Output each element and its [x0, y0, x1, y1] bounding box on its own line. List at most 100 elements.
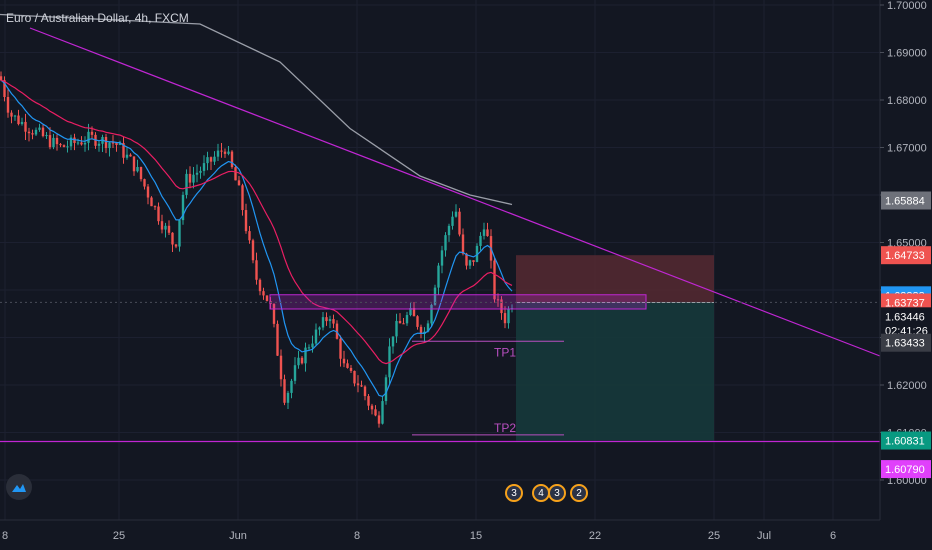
y-tick-label: 1.67000 — [887, 143, 927, 155]
tradingview-logo-icon[interactable] — [6, 474, 32, 500]
candle-body — [251, 240, 255, 261]
price-tag-label: 1.60831 — [885, 436, 925, 448]
candle-body — [0, 76, 3, 81]
candle-body — [374, 409, 377, 416]
y-tick-label: 1.68000 — [887, 95, 927, 107]
candle-body — [223, 151, 227, 154]
candle-body — [314, 329, 318, 344]
candle-body — [237, 180, 241, 186]
candle-body — [45, 135, 48, 137]
risk-reward-zones — [516, 255, 714, 441]
candle-body — [90, 131, 94, 135]
x-tick-label: 22 — [589, 530, 601, 542]
price-axis-bg — [880, 0, 932, 550]
candle-body — [265, 295, 269, 301]
price-tag-label: 1.63433 — [885, 338, 925, 350]
candle-body — [181, 194, 185, 221]
candle-body — [136, 167, 139, 172]
candle-body — [325, 317, 328, 322]
candle-body — [482, 229, 486, 236]
candle-body — [496, 299, 500, 301]
x-tick-label: 8 — [2, 530, 8, 542]
candle-body — [500, 299, 503, 314]
candle-body — [80, 142, 83, 145]
candle-body — [178, 220, 181, 247]
candle-body — [195, 172, 199, 175]
price-tag[interactable] — [881, 431, 931, 450]
y-tick-label: 1.70000 — [887, 0, 927, 12]
candle-body — [279, 355, 283, 380]
price-axis[interactable]: 1.700001.690001.680001.670001.660001.650… — [879, 0, 932, 550]
candle-body — [104, 136, 108, 149]
candle-body — [17, 115, 20, 125]
candle-body — [118, 143, 122, 145]
candle-body — [262, 291, 265, 296]
candle-body — [398, 320, 402, 324]
candle-body — [444, 235, 447, 251]
candle-body — [76, 142, 80, 144]
candle-body — [412, 307, 416, 317]
event-marker[interactable]: 3 — [505, 484, 523, 502]
candle-body — [66, 146, 69, 148]
candle-body — [300, 357, 304, 364]
candle-body — [209, 157, 213, 162]
candle-body — [339, 338, 342, 359]
price-tag[interactable] — [881, 460, 931, 479]
x-tick-label: Jun — [229, 530, 247, 542]
candle-body — [426, 323, 430, 332]
candle-body — [311, 343, 314, 348]
candle-body — [111, 142, 115, 144]
candle-body — [276, 323, 279, 356]
price-tag[interactable] — [881, 333, 931, 352]
candle-body — [493, 260, 496, 300]
y-tick-label: 1.69000 — [887, 48, 927, 60]
candle-body — [479, 235, 482, 246]
price-tag-label: 1.60790 — [885, 464, 925, 476]
candle-body — [433, 287, 437, 305]
candle-body — [475, 245, 479, 262]
candle-body — [409, 307, 412, 316]
candle-body — [377, 415, 381, 424]
event-marker[interactable]: 2 — [570, 484, 588, 502]
x-tick-label: 8 — [354, 530, 360, 542]
candle-body — [356, 383, 360, 386]
candlestick-series — [0, 71, 514, 428]
candle-body — [391, 336, 395, 347]
candle-body — [115, 142, 118, 145]
ma-long-line — [0, 13, 513, 206]
price-tag[interactable] — [881, 293, 931, 312]
price-tag-label: 1.63737 — [885, 297, 925, 309]
candle-body — [164, 225, 167, 230]
price-tag[interactable] — [881, 246, 931, 265]
candle-body — [87, 131, 90, 143]
candle-body — [132, 156, 136, 172]
x-tick-label: 25 — [708, 530, 720, 542]
candle-body — [370, 405, 374, 410]
event-marker[interactable]: 3 — [548, 484, 566, 502]
chart-drawings[interactable]: TP1 TP2 — [0, 27, 881, 443]
candle-body — [125, 154, 129, 158]
candle-body — [290, 380, 293, 393]
candle-body — [59, 144, 62, 146]
candle-body — [143, 179, 146, 187]
candle-body — [55, 137, 59, 145]
chart-title: Euro / Australian Dollar, 4h, FXCM — [6, 11, 189, 25]
candle-body — [419, 326, 423, 334]
candle-body — [255, 260, 258, 280]
candle-body — [192, 174, 195, 183]
candle-body — [62, 145, 66, 147]
candle-body — [6, 96, 10, 113]
candle-body — [199, 170, 202, 173]
candle-body — [437, 265, 440, 288]
price-tag[interactable] — [881, 191, 931, 210]
time-axis[interactable]: 8 25 Jun 8 15 22 25 Jul 6 — [0, 519, 880, 542]
price-tag[interactable] — [881, 307, 931, 326]
candle-body — [227, 151, 230, 154]
candle-body — [220, 150, 223, 152]
descending-trendline[interactable] — [29, 27, 881, 357]
candle-body — [160, 221, 164, 230]
candle-body — [139, 167, 143, 180]
candle-body — [447, 225, 451, 236]
candle-body — [416, 316, 419, 327]
